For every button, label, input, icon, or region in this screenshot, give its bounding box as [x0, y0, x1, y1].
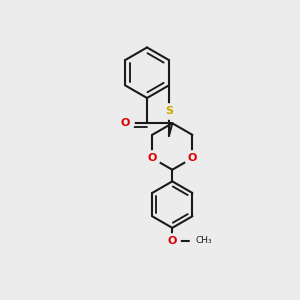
Text: O: O [168, 236, 177, 246]
Text: S: S [165, 106, 173, 116]
Text: O: O [188, 153, 197, 163]
Text: CH₃: CH₃ [196, 236, 213, 245]
Text: O: O [148, 153, 157, 163]
Text: O: O [121, 118, 130, 128]
